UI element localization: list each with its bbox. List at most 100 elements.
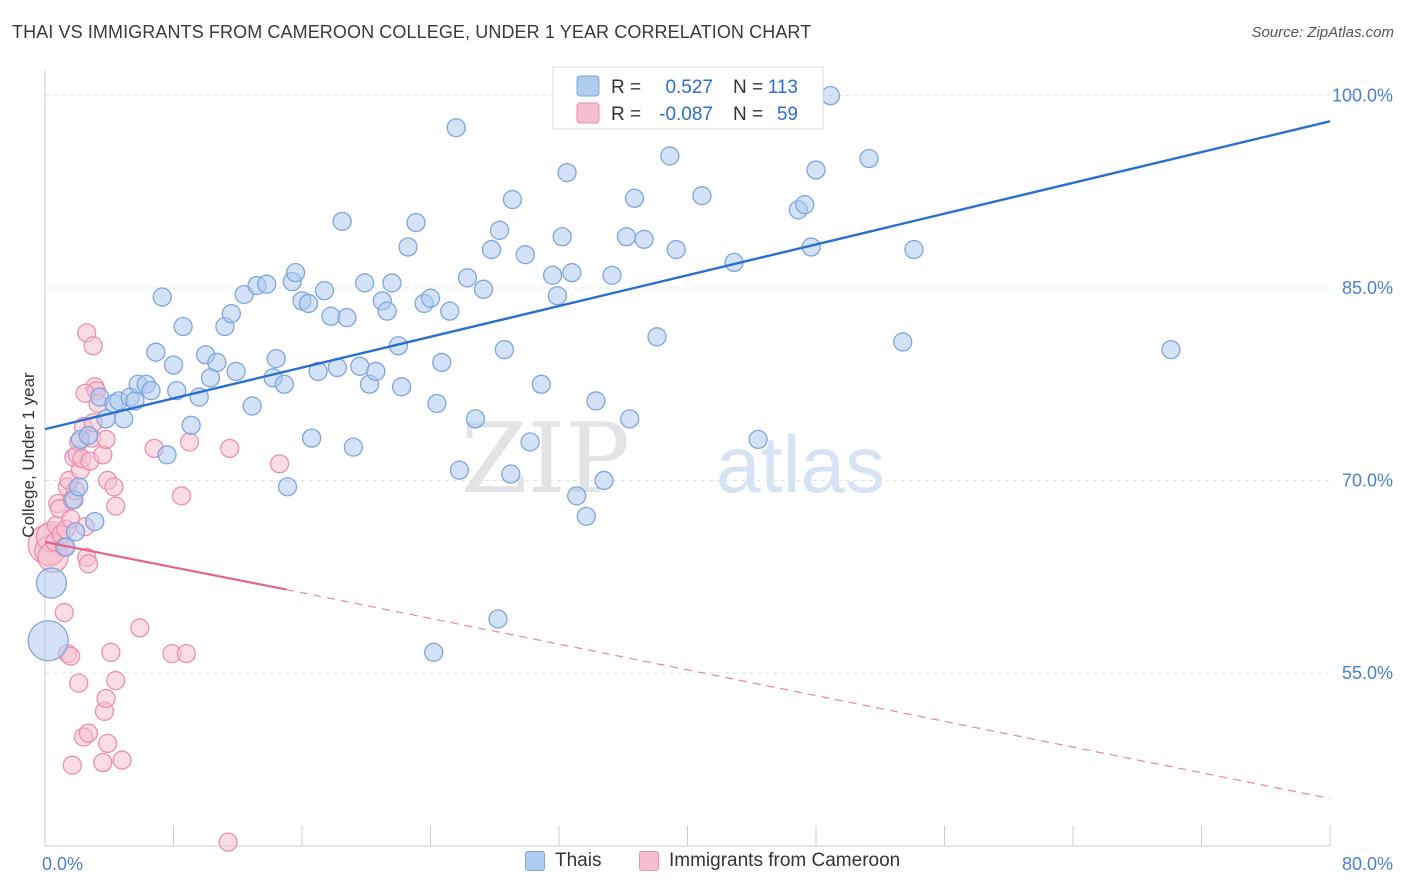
cameroon-point xyxy=(62,755,82,775)
x-tick-label: 80.0% xyxy=(1342,854,1393,874)
thai-point xyxy=(473,279,494,299)
y-tick-label: 100.0% xyxy=(1332,86,1393,106)
thai-point xyxy=(65,522,86,542)
y-tick-label: 70.0% xyxy=(1342,470,1393,490)
thai-point xyxy=(207,352,227,373)
thai-point xyxy=(221,304,241,324)
watermark: ZIP atlas xyxy=(461,403,885,515)
grid-lines xyxy=(45,95,1330,674)
thai-point xyxy=(69,477,89,497)
thai-point xyxy=(620,409,640,429)
bottom-legend-item-thai: Thais xyxy=(525,850,601,872)
thai-point xyxy=(1161,339,1181,360)
thai-point xyxy=(391,377,412,397)
thai-point xyxy=(488,609,508,629)
trend-lines xyxy=(44,120,1331,800)
cameroon-point xyxy=(106,670,126,691)
thai-trend-line xyxy=(44,120,1331,431)
thai-point xyxy=(457,268,478,288)
thai-point xyxy=(321,306,341,326)
thai-point xyxy=(634,229,654,249)
thai-point xyxy=(893,332,913,352)
thai-point xyxy=(35,567,68,599)
series-thai-points xyxy=(27,86,1181,662)
thai-point xyxy=(602,265,622,285)
thai-point xyxy=(242,396,262,416)
y-tick-label: 55.0% xyxy=(1342,663,1393,683)
cameroon-point xyxy=(104,477,124,497)
thai-point xyxy=(78,425,99,446)
thai-point xyxy=(616,227,637,247)
thai-point xyxy=(226,361,246,382)
bottom-legend: Thais Immigrants from Cameroon xyxy=(0,850,1406,880)
thai-point xyxy=(157,445,177,465)
thai-point xyxy=(502,189,523,210)
cameroon-point xyxy=(112,750,132,770)
thai-point xyxy=(146,342,166,362)
bottom-legend-item-cameroon: Immigrants from Cameroon xyxy=(639,850,900,872)
thai-point xyxy=(806,160,826,180)
thai-point xyxy=(382,273,402,293)
thai-point xyxy=(277,477,298,497)
cameroon-point xyxy=(106,496,126,516)
thai-point xyxy=(557,162,577,183)
thai-point xyxy=(624,188,645,208)
thai-point xyxy=(440,301,460,321)
thai-point xyxy=(350,356,370,376)
thai-point xyxy=(152,287,172,307)
thai-point xyxy=(531,374,551,394)
thai-point xyxy=(547,286,568,306)
thai-point xyxy=(465,409,486,429)
thai-point xyxy=(301,428,322,448)
thai-point xyxy=(432,352,452,373)
thai-point xyxy=(173,316,193,337)
cameroon-point xyxy=(269,454,290,474)
thai-point xyxy=(332,211,352,232)
y-axis-title: College, Under 1 year xyxy=(19,372,38,538)
source-label: Source: ZipAtlas.com xyxy=(1251,24,1394,41)
bottom-legend-label-cameroon: Immigrants from Cameroon xyxy=(669,850,901,871)
thai-point xyxy=(163,355,184,375)
cameroon-point xyxy=(220,438,240,459)
cameroon-point xyxy=(54,602,74,623)
thai-point xyxy=(820,86,841,106)
cameroon-point xyxy=(101,642,121,662)
cameroon-point xyxy=(179,432,200,452)
thai-point xyxy=(406,212,426,233)
thai-point xyxy=(427,393,447,414)
thai-point xyxy=(576,506,596,527)
thai-point xyxy=(542,265,563,285)
bottom-legend-swatch-cameroon xyxy=(639,851,659,871)
thai-point xyxy=(308,361,328,382)
thai-point xyxy=(494,339,515,360)
thai-point xyxy=(692,186,712,206)
y-tick-label: 85.0% xyxy=(1342,278,1393,298)
cameroon-point xyxy=(83,336,103,356)
thai-point xyxy=(647,327,667,347)
cameroon-point xyxy=(69,673,89,693)
cameroon-point xyxy=(93,752,113,773)
thai-point xyxy=(562,263,582,283)
thai-point xyxy=(660,146,680,166)
thai-point xyxy=(489,220,510,240)
thai-point xyxy=(298,293,319,314)
thai-point xyxy=(481,239,502,260)
axes xyxy=(44,70,1331,847)
thai-point xyxy=(85,511,105,532)
legend-r-label: R = xyxy=(611,104,641,125)
cameroon-point xyxy=(96,429,116,450)
cameroon-point xyxy=(218,832,238,852)
watermark-atlas: atlas xyxy=(716,420,885,509)
cameroon-point xyxy=(130,618,150,638)
cameroon-trend-line-dashed xyxy=(285,588,1331,800)
cameroon-point xyxy=(96,688,116,709)
cameroon-trend-line-solid xyxy=(44,540,287,591)
thai-point xyxy=(859,148,879,169)
thai-point xyxy=(748,429,768,450)
thai-point xyxy=(420,288,441,308)
thai-point xyxy=(343,437,364,457)
thai-point xyxy=(377,301,397,321)
thai-point xyxy=(167,381,187,401)
bottom-legend-swatch-thai xyxy=(525,851,545,871)
thai-point xyxy=(366,361,386,382)
